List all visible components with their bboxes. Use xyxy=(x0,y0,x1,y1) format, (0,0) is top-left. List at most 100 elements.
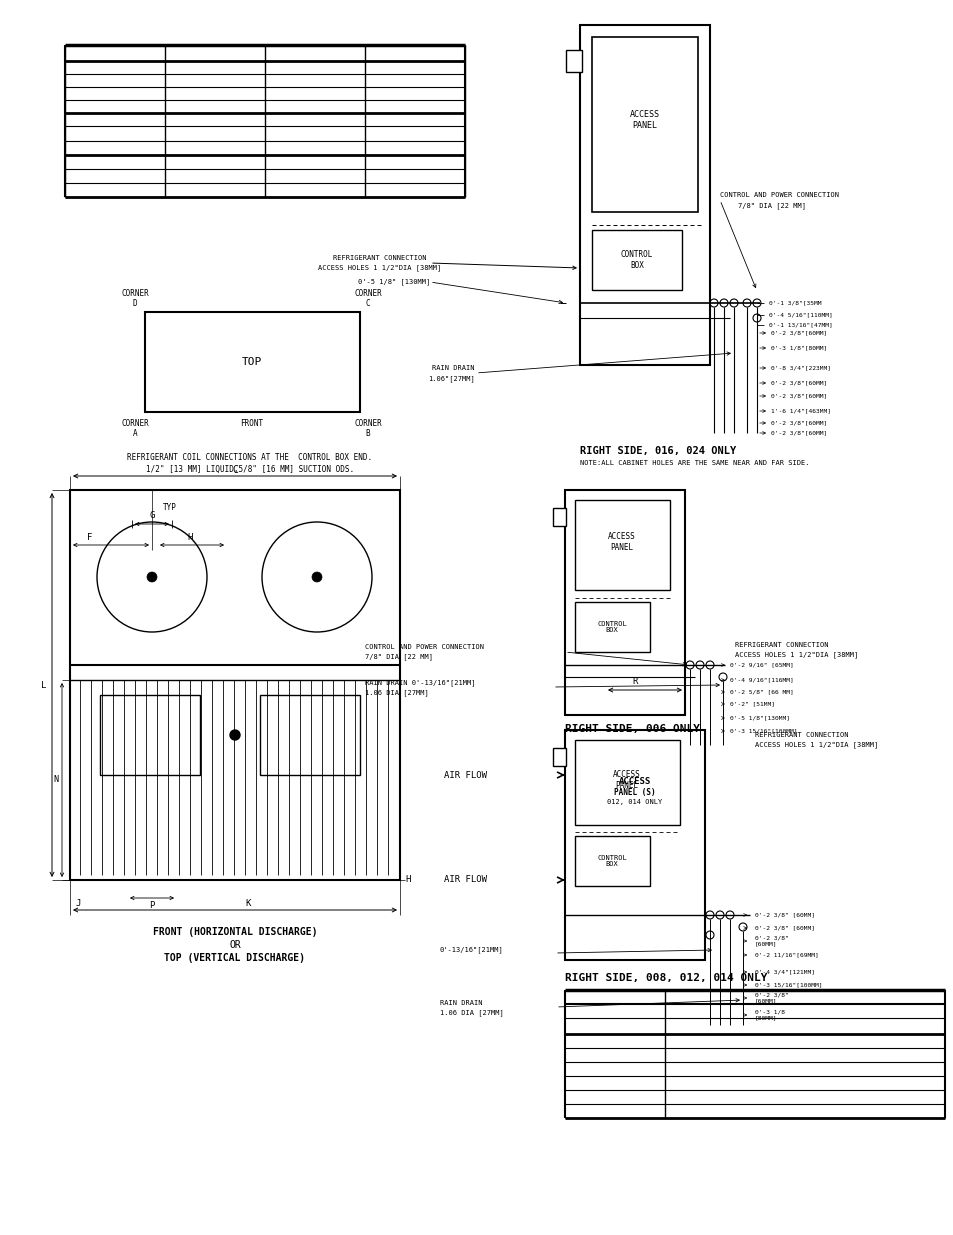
Text: RIGHT SIDE, 016, 024 ONLY: RIGHT SIDE, 016, 024 ONLY xyxy=(579,446,736,456)
Bar xyxy=(100,695,200,776)
Text: REFRIGERANT CONNECTION: REFRIGERANT CONNECTION xyxy=(754,732,847,739)
Text: C: C xyxy=(365,300,370,309)
Text: A: A xyxy=(132,430,137,438)
Text: AIR FLOW: AIR FLOW xyxy=(443,771,486,779)
Text: REFRIGERANT CONNECTION: REFRIGERANT CONNECTION xyxy=(333,254,426,261)
Text: 1.06 DIA [27MM]: 1.06 DIA [27MM] xyxy=(439,1010,503,1016)
Text: ACCESS
PANEL: ACCESS PANEL xyxy=(607,532,636,552)
Text: P: P xyxy=(150,902,154,910)
Text: 0'-3 15/16"[100MM]: 0'-3 15/16"[100MM] xyxy=(729,729,797,734)
Text: 0'-2 3/8" [60MM]: 0'-2 3/8" [60MM] xyxy=(754,913,814,918)
Text: 0'-5 1/8"[130MM]: 0'-5 1/8"[130MM] xyxy=(729,715,789,720)
Text: 0'-13/16"[21MM]: 0'-13/16"[21MM] xyxy=(439,946,503,953)
Text: 0'-4 5/16"[110MM]: 0'-4 5/16"[110MM] xyxy=(768,312,832,317)
Text: C: C xyxy=(232,466,237,475)
Text: NOTE:ALL CABINET HOLES ARE THE SAME NEAR AND FAR SIDE.: NOTE:ALL CABINET HOLES ARE THE SAME NEAR… xyxy=(579,459,809,466)
Text: CONTROL AND POWER CONNECTION: CONTROL AND POWER CONNECTION xyxy=(365,643,483,650)
Text: CORNER: CORNER xyxy=(354,420,381,429)
Text: CONTROL AND POWER CONNECTION: CONTROL AND POWER CONNECTION xyxy=(720,191,838,198)
Text: AIR FLOW: AIR FLOW xyxy=(443,876,486,884)
Text: 0'-5 1/8" [130MM]: 0'-5 1/8" [130MM] xyxy=(357,279,430,285)
Text: CORNER: CORNER xyxy=(121,420,149,429)
Text: B: B xyxy=(365,430,370,438)
Text: REFRIGERANT COIL CONNECTIONS AT THE  CONTROL BOX END.: REFRIGERANT COIL CONNECTIONS AT THE CONT… xyxy=(128,453,373,462)
Text: RIGHT SIDE, 006 ONLY: RIGHT SIDE, 006 ONLY xyxy=(564,724,700,734)
Bar xyxy=(579,25,709,366)
Text: CORNER: CORNER xyxy=(354,289,381,299)
Text: PANEL (S): PANEL (S) xyxy=(614,788,655,797)
Text: 0'-2" [51MM]: 0'-2" [51MM] xyxy=(729,701,774,706)
Bar xyxy=(575,601,649,652)
Text: FRONT (HORIZONTAL DISCHARGE): FRONT (HORIZONTAL DISCHARGE) xyxy=(152,927,317,937)
Bar xyxy=(575,836,649,885)
Text: J: J xyxy=(75,899,80,908)
Text: RAIN DRAIN: RAIN DRAIN xyxy=(432,366,475,370)
Text: N: N xyxy=(53,776,58,784)
Text: 0'-2 3/8"
[60MM]: 0'-2 3/8" [60MM] xyxy=(754,993,788,1003)
Bar xyxy=(564,490,684,715)
Text: 7/8" DIA [22 MM]: 7/8" DIA [22 MM] xyxy=(738,203,805,210)
Text: OR: OR xyxy=(229,940,240,950)
Text: 7/8" DIA [22 MM]: 7/8" DIA [22 MM] xyxy=(365,653,433,661)
Text: CORNER: CORNER xyxy=(121,289,149,299)
Text: G: G xyxy=(150,511,154,520)
Text: ACCESS HOLES 1 1/2"DIA [38MM]: ACCESS HOLES 1 1/2"DIA [38MM] xyxy=(734,652,858,658)
Text: D: D xyxy=(132,300,137,309)
Bar xyxy=(575,740,679,825)
Bar xyxy=(70,490,399,881)
Text: RIGHT SIDE, 008, 012, 014 ONLY: RIGHT SIDE, 008, 012, 014 ONLY xyxy=(564,973,767,983)
Text: TYP: TYP xyxy=(163,504,176,513)
Text: CONTROL
BOX: CONTROL BOX xyxy=(597,855,626,867)
Text: 012, 014 ONLY: 012, 014 ONLY xyxy=(607,799,662,805)
Text: H: H xyxy=(187,532,193,541)
Text: H: H xyxy=(405,876,410,884)
Bar xyxy=(592,37,698,212)
Text: ACCESS HOLES 1 1/2"DIA [38MM]: ACCESS HOLES 1 1/2"DIA [38MM] xyxy=(754,742,878,748)
Text: RAIN DRAIN: RAIN DRAIN xyxy=(439,1000,482,1007)
Circle shape xyxy=(147,572,157,582)
Text: 0'-4 3/4"[121MM]: 0'-4 3/4"[121MM] xyxy=(754,969,814,974)
Circle shape xyxy=(230,730,240,740)
Text: L: L xyxy=(41,680,47,689)
Text: 1.06 DIA [27MM]: 1.06 DIA [27MM] xyxy=(365,689,428,697)
Text: ACCESS HOLES 1 1/2"DIA [38MM]: ACCESS HOLES 1 1/2"DIA [38MM] xyxy=(318,264,441,272)
Text: RAIN DRAIN 0'-13/16"[21MM]: RAIN DRAIN 0'-13/16"[21MM] xyxy=(365,679,475,687)
Text: TOP (VERTICAL DISCHARGE): TOP (VERTICAL DISCHARGE) xyxy=(164,953,305,963)
Text: REFRIGERANT CONNECTION: REFRIGERANT CONNECTION xyxy=(734,642,827,648)
Text: 0'-2 3/8" [60MM]: 0'-2 3/8" [60MM] xyxy=(754,925,814,930)
Text: 0'-2 3/8"[60MM]: 0'-2 3/8"[60MM] xyxy=(770,420,826,426)
Text: 0'-3 1/8"[80MM]: 0'-3 1/8"[80MM] xyxy=(770,346,826,351)
Text: R: R xyxy=(632,678,637,687)
Text: 0'-4 9/16"[116MM]: 0'-4 9/16"[116MM] xyxy=(729,678,793,683)
Text: 0'-2 3/8"[60MM]: 0'-2 3/8"[60MM] xyxy=(770,380,826,385)
Text: ACCESS
PANEL: ACCESS PANEL xyxy=(613,771,640,789)
Bar xyxy=(565,49,581,72)
Text: CONTROL
BOX: CONTROL BOX xyxy=(620,251,653,269)
Text: 0'-2 3/8"[60MM]: 0'-2 3/8"[60MM] xyxy=(770,431,826,436)
Text: CONTROL
BOX: CONTROL BOX xyxy=(597,620,626,634)
Text: F: F xyxy=(88,532,92,541)
Text: 0'-3 15/16"[100MM]: 0'-3 15/16"[100MM] xyxy=(754,983,821,988)
Text: 0'-1 3/8"[35MM: 0'-1 3/8"[35MM xyxy=(768,300,821,305)
Bar xyxy=(553,748,565,766)
Text: K: K xyxy=(245,899,250,908)
Text: 1/2" [13 MM] LIQUID,5/8" [16 MM] SUCTION ODS.: 1/2" [13 MM] LIQUID,5/8" [16 MM] SUCTION… xyxy=(146,464,354,473)
Bar xyxy=(145,312,359,412)
Text: 0'-2 9/16" [65MM]: 0'-2 9/16" [65MM] xyxy=(729,662,793,667)
Text: 0'-2 5/8" [66 MM]: 0'-2 5/8" [66 MM] xyxy=(729,689,793,694)
Text: ACCESS: ACCESS xyxy=(618,778,651,787)
Bar xyxy=(564,730,704,960)
Text: 0'-2 3/8"[60MM]: 0'-2 3/8"[60MM] xyxy=(770,394,826,399)
Text: 1.06"[27MM]: 1.06"[27MM] xyxy=(428,375,475,383)
Text: 0'-8 3/4"[223MM]: 0'-8 3/4"[223MM] xyxy=(770,366,830,370)
Text: 0'-2 11/16"[69MM]: 0'-2 11/16"[69MM] xyxy=(754,952,818,957)
Bar xyxy=(575,500,669,590)
Bar xyxy=(260,695,359,776)
Bar xyxy=(592,230,681,290)
Circle shape xyxy=(312,572,322,582)
Text: 0'-2 3/8"[60MM]: 0'-2 3/8"[60MM] xyxy=(770,331,826,336)
Text: 0'-2 3/8"
[60MM]: 0'-2 3/8" [60MM] xyxy=(754,936,788,946)
Text: 0'-3 1/8
[80MM]: 0'-3 1/8 [80MM] xyxy=(754,1009,784,1020)
Text: FRONT: FRONT xyxy=(240,420,263,429)
Text: 1'-6 1/4"[463MM]: 1'-6 1/4"[463MM] xyxy=(770,409,830,414)
